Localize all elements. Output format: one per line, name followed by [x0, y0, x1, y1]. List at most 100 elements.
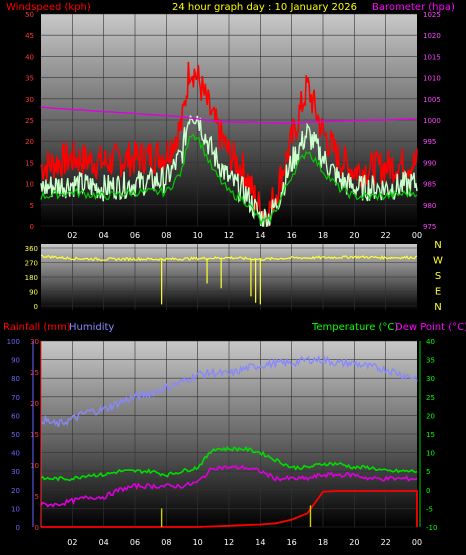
humidity-tick-label: 30 — [11, 468, 20, 476]
compass-label: N — [434, 302, 441, 313]
temperature-title: Temperature (°C) — [311, 322, 398, 333]
humidity-tick-label: 10 — [11, 505, 20, 513]
temperature-tick-label: 25 — [426, 394, 435, 402]
x-tick-label: 10 — [193, 538, 203, 547]
rainfall-axis: 30 25 20 15 10 5 0 — [30, 338, 39, 532]
rainfall-tick-label: 10 — [30, 462, 39, 470]
barometer-tick-label: 1005 — [423, 96, 441, 104]
direction-tick-label: 90 — [29, 289, 38, 297]
wind-tick-label: 0 — [30, 223, 34, 231]
wind-tick-label: 45 — [25, 32, 34, 40]
temperature-tick-label: 35 — [426, 357, 435, 365]
x-tick-label: 22 — [381, 538, 391, 547]
x-tick-label: 18 — [318, 231, 328, 240]
compass-label: S — [435, 271, 441, 282]
direction-line — [40, 254, 418, 262]
direction-tick-label: 360 — [25, 245, 38, 253]
barometer-tick-label: 995 — [423, 138, 436, 146]
x-tick-label: 02 — [67, 231, 77, 240]
dew-point-title: Dew Point (°C) — [395, 322, 466, 333]
humidity-line — [40, 355, 418, 427]
climate-series — [40, 355, 418, 528]
rainfall-tick-label: 30 — [30, 338, 39, 346]
temperature-line — [40, 445, 418, 482]
x-tick-label: 06 — [130, 231, 140, 240]
x-tick-label: 04 — [99, 538, 109, 547]
x-tick-label: 08 — [161, 231, 171, 240]
wind-tick-label: 15 — [25, 159, 34, 167]
x-tick-label: 00 — [412, 231, 422, 240]
x-tick-label: 22 — [381, 231, 391, 240]
rainfall-tick-label: 20 — [30, 400, 39, 408]
wind-x-axis: 02 04 06 08 10 12 14 16 18 20 22 00 — [67, 231, 422, 240]
humidity-tick-label: 90 — [11, 357, 20, 365]
barometer-tick-label: 985 — [423, 181, 436, 189]
humidity-tick-label: 40 — [11, 450, 20, 458]
barometer-tick-label: 1010 — [423, 75, 441, 83]
barometer-line — [40, 106, 418, 125]
barometer-tick-label: 1015 — [423, 53, 441, 61]
wind-tick-label: 20 — [25, 138, 34, 146]
rainfall-tick-label: 25 — [30, 369, 39, 377]
wind-tick-label: 40 — [25, 53, 34, 61]
x-tick-label: 06 — [130, 538, 140, 547]
direction-left-axis: 360 270 180 90 0 — [25, 245, 38, 311]
direction-tick-label: 180 — [25, 274, 38, 282]
x-tick-label: 08 — [161, 538, 171, 547]
wind-tick-label: 35 — [25, 75, 34, 83]
wind-tick-label: 50 — [25, 11, 34, 19]
x-tick-label: 14 — [255, 538, 265, 547]
x-tick-label: 16 — [287, 538, 297, 547]
rainfall-tick-label: 0 — [35, 524, 39, 532]
x-tick-label: 14 — [255, 231, 265, 240]
temperature-tick-label: 40 — [426, 338, 435, 346]
humidity-tick-label: 100 — [7, 338, 20, 346]
graph-day-title: 24 hour graph day : 10 January 2026 — [172, 2, 357, 13]
x-tick-label: 04 — [99, 231, 109, 240]
barometer-tick-label: 1000 — [423, 117, 441, 125]
wind-gust-line — [40, 61, 418, 227]
wind-series — [40, 61, 418, 228]
dew-point-line — [40, 464, 418, 508]
wind-tick-label: 25 — [25, 117, 34, 125]
wind-avg-line — [40, 115, 418, 228]
barometer-tick-label: 1020 — [423, 32, 441, 40]
compass-label: W — [433, 256, 443, 267]
x-tick-label: 12 — [224, 538, 234, 547]
windspeed-title: Windspeed (kph) — [6, 2, 91, 13]
wind-mid-line — [40, 133, 418, 226]
humidity-tick-label: 80 — [11, 375, 20, 383]
temperature-tick-label: -10 — [426, 524, 437, 532]
rainfall-line — [41, 490, 418, 528]
temperature-tick-label: -5 — [426, 505, 433, 513]
temperature-tick-label: 10 — [426, 450, 435, 458]
x-tick-label: 00 — [412, 538, 422, 547]
x-tick-label: 20 — [349, 231, 359, 240]
barometer-tick-label: 980 — [423, 202, 436, 210]
temperature-tick-label: 20 — [426, 412, 435, 420]
temperature-tick-label: 0 — [426, 487, 430, 495]
temperature-axis: 40 35 30 25 20 15 10 5 0 -5 -10 — [426, 338, 437, 532]
barometer-title: Barometer (hpa) — [372, 2, 455, 13]
direction-tick-label: 0 — [34, 303, 38, 311]
temperature-tick-label: 30 — [426, 375, 435, 383]
temperature-tick-label: 15 — [426, 431, 435, 439]
x-tick-label: 02 — [67, 538, 77, 547]
compass-label: N — [434, 240, 441, 251]
barometer-right-axis: 1025 1020 1015 1010 1005 1000 995 990 985 980 975 — [423, 11, 441, 231]
rainfall-tick-label: 15 — [30, 431, 39, 439]
temperature-tick-label: 5 — [426, 468, 430, 476]
direction-tick-label: 270 — [25, 260, 38, 268]
x-tick-label: 12 — [224, 231, 234, 240]
compass-label: E — [435, 287, 441, 298]
x-tick-label: 20 — [349, 538, 359, 547]
climate-x-axis: 02 04 06 08 10 12 14 16 18 20 22 00 — [67, 538, 422, 547]
rainfall-tick-label: 5 — [35, 493, 39, 501]
humidity-tick-label: 20 — [11, 487, 20, 495]
humidity-tick-label: 70 — [11, 394, 20, 402]
wind-tick-label: 30 — [25, 96, 34, 104]
